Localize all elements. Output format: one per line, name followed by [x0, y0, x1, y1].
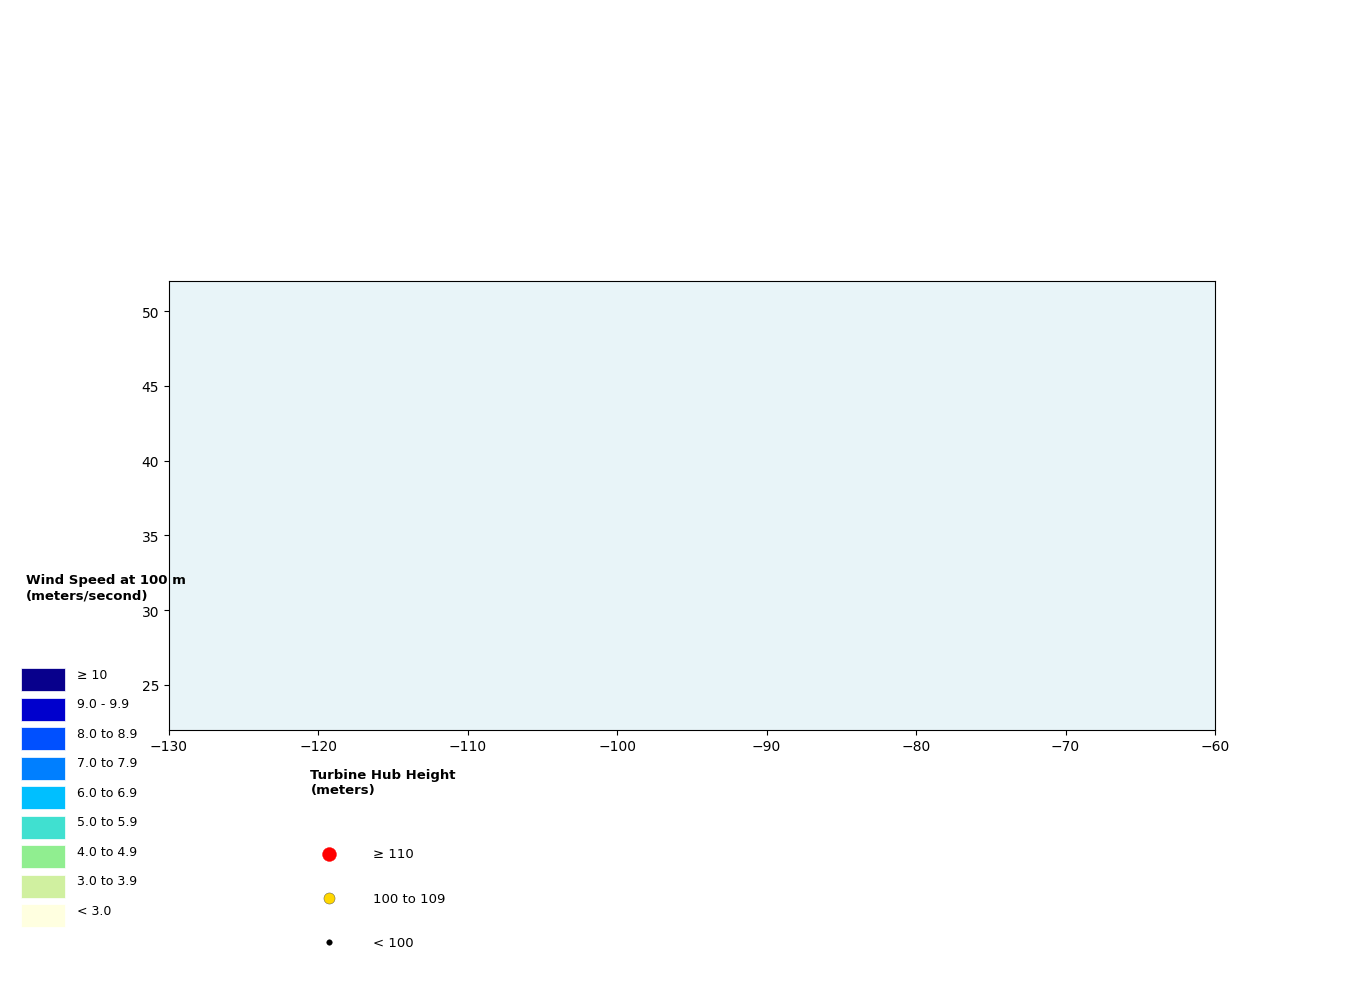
FancyBboxPatch shape: [20, 727, 65, 750]
Text: ≥ 110: ≥ 110: [373, 848, 413, 861]
Text: Wind Speed at 100 m
(meters/second): Wind Speed at 100 m (meters/second): [26, 574, 185, 602]
Text: ≥ 10: ≥ 10: [77, 668, 107, 681]
FancyBboxPatch shape: [20, 668, 65, 691]
Text: 7.0 to 7.9: 7.0 to 7.9: [77, 757, 138, 770]
Text: 5.0 to 5.9: 5.0 to 5.9: [77, 816, 138, 829]
FancyBboxPatch shape: [20, 904, 65, 927]
Text: 8.0 to 8.9: 8.0 to 8.9: [77, 727, 138, 740]
Text: 6.0 to 6.9: 6.0 to 6.9: [77, 787, 136, 799]
Text: 9.0 - 9.9: 9.0 - 9.9: [77, 697, 128, 710]
FancyBboxPatch shape: [20, 757, 65, 780]
FancyBboxPatch shape: [20, 697, 65, 721]
Text: 4.0 to 4.9: 4.0 to 4.9: [77, 845, 136, 858]
Text: 3.0 to 3.9: 3.0 to 3.9: [77, 875, 136, 888]
FancyBboxPatch shape: [20, 816, 65, 839]
FancyBboxPatch shape: [20, 846, 65, 869]
Text: 100 to 109: 100 to 109: [373, 892, 446, 905]
Text: < 3.0: < 3.0: [77, 904, 111, 917]
FancyBboxPatch shape: [20, 787, 65, 810]
FancyBboxPatch shape: [20, 875, 65, 898]
Text: Turbine Hub Height
(meters): Turbine Hub Height (meters): [310, 769, 456, 797]
Text: < 100: < 100: [373, 936, 413, 949]
